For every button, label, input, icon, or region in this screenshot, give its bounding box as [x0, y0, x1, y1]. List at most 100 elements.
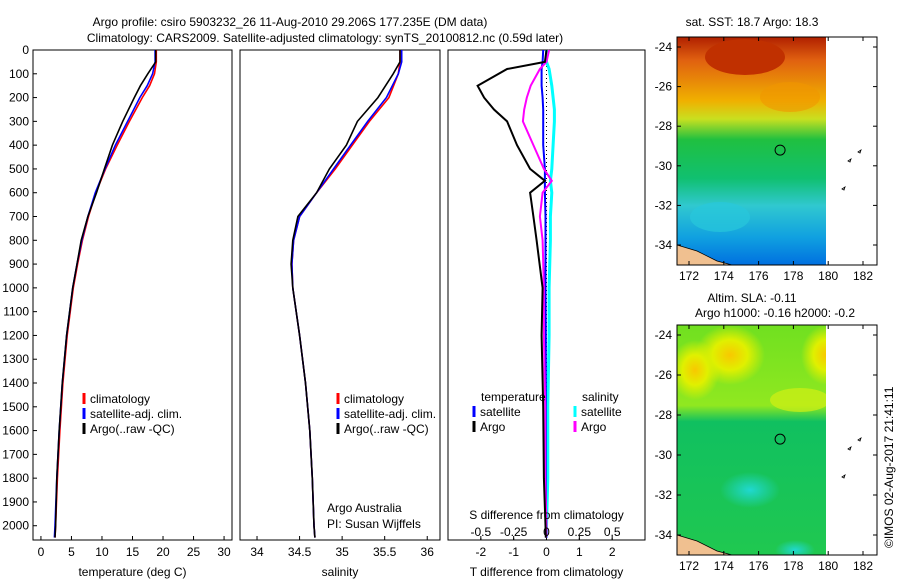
x-axis-label: salinity	[322, 565, 359, 579]
y-tick-label: 1500	[2, 400, 29, 414]
map-frame	[676, 36, 878, 266]
y-tick-label: 900	[9, 257, 29, 271]
temperature-legend-label: satellite-adj. clim.	[90, 407, 182, 421]
plot-frame	[239, 49, 441, 541]
y-tick-label: 1800	[2, 471, 29, 485]
sst-map-panel: sat. SST: 18.7 Argo: 18.3 172 174 176 178 180…	[655, 15, 878, 283]
lat-tick-label: -32	[655, 488, 673, 502]
legend-title-salinity: salinity	[582, 390, 619, 404]
x-tick-label: 34.5	[288, 545, 312, 559]
temperature-panel: 0100200300400500600700800900100011001200…	[2, 43, 233, 579]
field-blob	[690, 202, 750, 232]
x-tick-label: 5	[68, 545, 75, 559]
x-tick-label: 36	[421, 545, 435, 559]
lat-tick-label: -28	[655, 119, 673, 133]
y-tick-label: 400	[9, 138, 29, 152]
island-outline	[857, 437, 862, 442]
field-blob	[720, 472, 780, 508]
lat-tick-label: -30	[655, 159, 673, 173]
x-tick-label: 30	[217, 545, 231, 559]
lat-tick-label: -24	[655, 328, 673, 342]
island-outline	[847, 158, 852, 163]
coastline	[677, 244, 733, 265]
y-tick-label: 300	[9, 114, 29, 128]
sst-map-title: sat. SST: 18.7 Argo: 18.3	[686, 15, 819, 29]
coastline	[677, 534, 733, 555]
field-blob	[677, 340, 720, 400]
x-tick-label: 35.5	[373, 545, 397, 559]
series-line-s-argo	[521, 49, 554, 538]
x-tick-label: 35	[335, 545, 349, 559]
field-blob	[775, 540, 815, 555]
x2-tick-label: 0.25	[568, 525, 592, 539]
x-tick-label: 10	[95, 545, 109, 559]
salinity-legend-label: climatology	[344, 392, 404, 406]
lat-tick-label: -34	[655, 238, 673, 252]
lon-tick-label: 174	[714, 559, 734, 573]
lon-tick-label: 182	[853, 269, 873, 283]
x-tick-label: 34	[250, 545, 264, 559]
y-tick-label: 500	[9, 162, 29, 176]
pi-label: PI: Susan Wijffels	[327, 517, 421, 531]
x2-tick-label: 0.5	[604, 525, 621, 539]
y-tick-label: 1000	[2, 281, 29, 295]
y-tick-label: 2000	[2, 519, 29, 533]
field-blob	[770, 388, 826, 412]
x-tick-label: 0	[38, 545, 45, 559]
lon-tick-label: 180	[818, 559, 838, 573]
lat-tick-label: -32	[655, 198, 673, 212]
diff-salinity-legend-label: satellite	[581, 405, 622, 419]
series-line-argo-raw-qc-	[54, 50, 157, 538]
legend-title-temperature: temperature	[481, 390, 546, 404]
x-tick-label: 2	[609, 545, 616, 559]
figure-title: Argo profile: csiro 5903232_26 11-Aug-20…	[93, 15, 488, 29]
argo-location-marker	[774, 433, 786, 445]
lon-tick-label: 178	[783, 269, 803, 283]
salinity-legend-label: Argo(..raw -QC)	[344, 422, 429, 436]
y-tick-label: 800	[9, 233, 29, 247]
argo-location-marker	[774, 144, 786, 156]
y-tick-label: 1700	[2, 447, 29, 461]
y-tick-label: 600	[9, 186, 29, 200]
map-anomalies	[677, 325, 826, 555]
difference-panel: -2 -1 0 1 2 T difference from climatology S di…	[447, 49, 646, 579]
x-tick-label: 20	[156, 545, 170, 559]
x-axis-label: temperature (deg C)	[78, 565, 186, 579]
series-line-t-argo	[476, 49, 548, 538]
lat-tick-label: -28	[655, 408, 673, 422]
island-outline	[841, 186, 846, 191]
y-tick-label: 1200	[2, 328, 29, 342]
x2-tick-label: -0.5	[470, 525, 491, 539]
lat-tick-label: -26	[655, 368, 673, 382]
x-tick-label: -2	[475, 545, 486, 559]
figure-subtitle: Climatology: CARS2009. Satellite-adjuste…	[87, 31, 563, 45]
lat-tick-label: -24	[655, 40, 673, 54]
diff-temperature-legend-label: Argo	[480, 420, 506, 434]
y-tick-label: 700	[9, 210, 29, 224]
sla-map-subtitle: Argo h1000: -0.16 h2000: -0.2	[695, 306, 855, 320]
sla-map-title: Altim. SLA: -0.11	[707, 291, 796, 305]
map-frame	[676, 324, 878, 556]
x-tick-label: 15	[126, 545, 140, 559]
y-tick-label: 1300	[2, 352, 29, 366]
institution-label: Argo Australia	[327, 501, 402, 515]
map-anomalies	[677, 39, 820, 265]
x-tick-label: 25	[187, 545, 201, 559]
series-line-argo-raw-qc-	[290, 50, 401, 538]
y-tick-label: 1600	[2, 424, 29, 438]
salinity-panel: 34 34.5 35 35.5 36 salinity climatologysatelli…	[239, 49, 441, 579]
x2-tick-label: 0	[543, 525, 550, 539]
credit-label: ©IMOS 02-Aug-2017 21:41:11	[882, 386, 896, 548]
island-outline	[847, 446, 852, 451]
x-tick-label: -1	[508, 545, 519, 559]
x-axis-label: T difference from climatology	[470, 565, 624, 579]
diff-temperature-legend-label: satellite	[480, 405, 521, 419]
x-tick-label: 1	[576, 545, 583, 559]
y-tick-label: 1100	[3, 305, 29, 319]
lat-tick-label: -30	[655, 448, 673, 462]
field-blob	[801, 325, 826, 385]
diff-salinity-legend-label: Argo	[581, 420, 607, 434]
